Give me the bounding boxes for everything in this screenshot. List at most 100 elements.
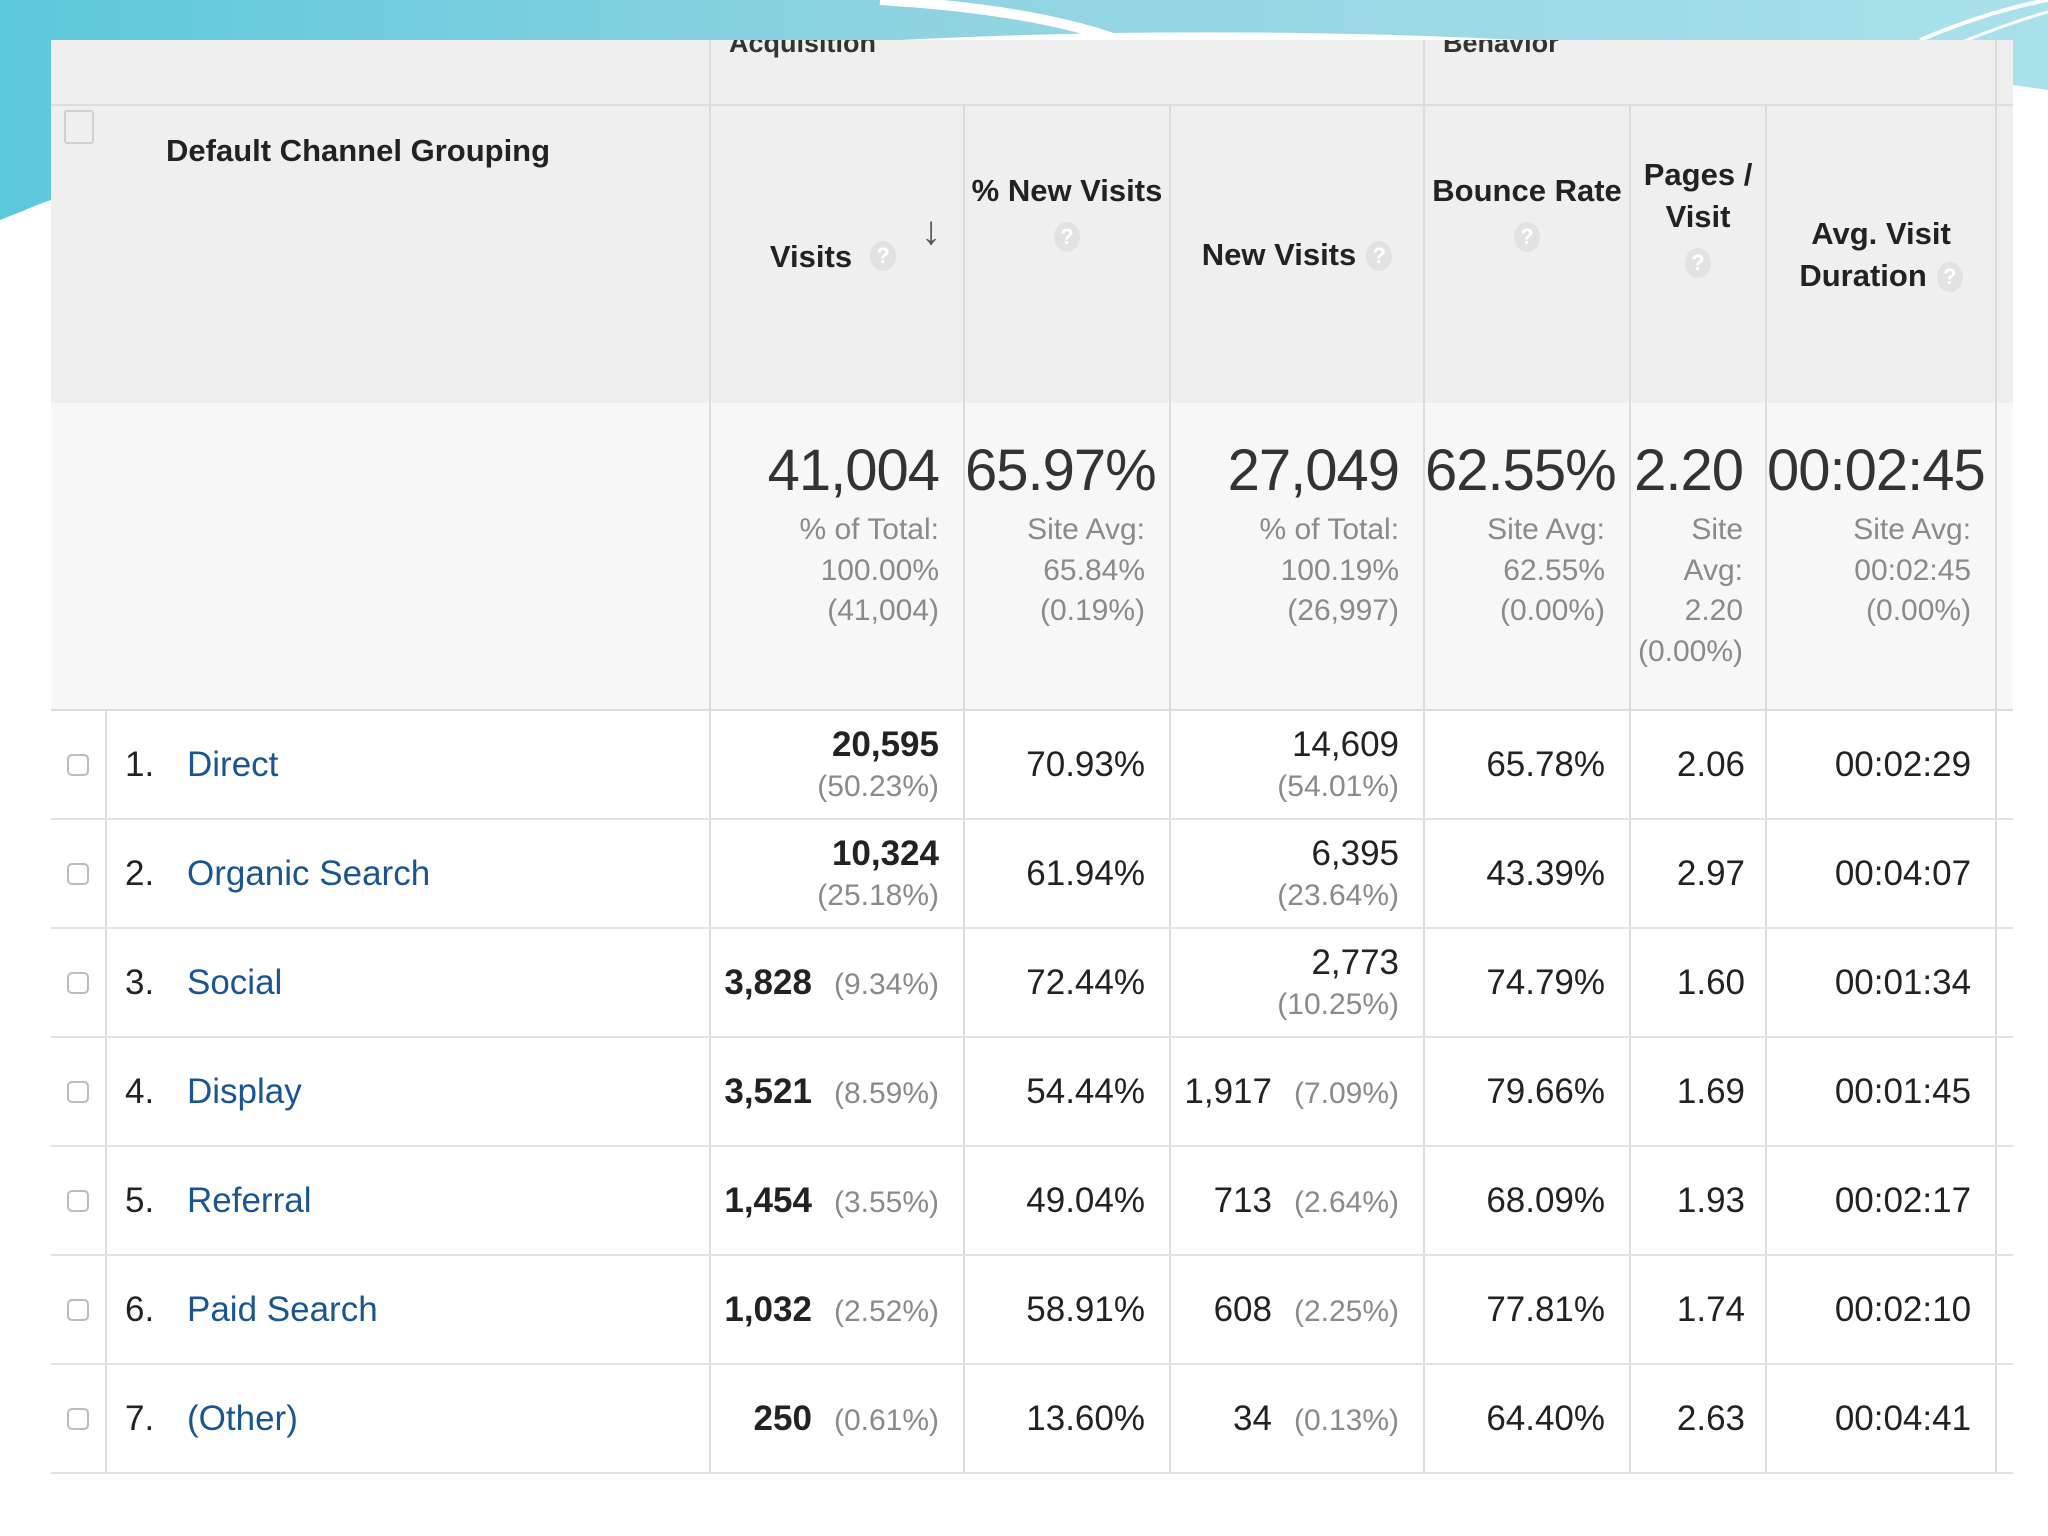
- help-icon[interactable]: ?: [1936, 262, 1963, 293]
- row-pages-per-visit: 1.69: [1629, 1037, 1767, 1147]
- column-header-bounce-rate[interactable]: Bounce Rate ?: [1423, 105, 1631, 403]
- help-icon[interactable]: ?: [1514, 221, 1541, 252]
- row-new-visits-pct: (7.09%): [1293, 1076, 1400, 1110]
- group-header-row: Acquisition Behavior: [51, 40, 2014, 106]
- table-row: 1. Direct 20,595 (50.23%) 70.93% 14,609 (54…: [51, 710, 2014, 820]
- channel-grouping-table: Acquisition Behavior Default Channel Gro…: [51, 40, 2014, 1474]
- channel-link[interactable]: Display: [187, 1071, 302, 1111]
- row-bounce-rate: 43.39%: [1423, 819, 1631, 929]
- row-spacer: [1995, 819, 2014, 929]
- row-new-visits: 1,917: [1184, 1071, 1272, 1111]
- row-new-visits-cell: 2,773 (10.25%): [1168, 928, 1425, 1038]
- row-avg-visit-duration: 00:04:41: [1765, 1364, 1997, 1474]
- row-new-visits: 608: [1213, 1289, 1272, 1329]
- row-visits-cell: 3,521 (8.59%): [709, 1037, 964, 1147]
- group-header-spacer: [106, 40, 710, 106]
- row-bounce-rate: 64.40%: [1423, 1364, 1631, 1474]
- column-header-dimension[interactable]: Default Channel Grouping: [106, 105, 710, 403]
- total-subtext: Site Avg: 65.84% (0.19%): [1027, 513, 1145, 627]
- row-rank: 6.: [125, 1289, 155, 1329]
- help-icon[interactable]: ?: [1366, 241, 1393, 272]
- row-new-visits-pct: (10.25%): [1277, 987, 1400, 1021]
- row-spacer: [1995, 1146, 2014, 1256]
- row-new-visits-pct: (23.64%): [1277, 878, 1400, 912]
- channel-link[interactable]: Paid Search: [187, 1289, 378, 1329]
- channel-link[interactable]: Direct: [187, 744, 279, 784]
- row-rank: 5.: [125, 1180, 155, 1220]
- channel-link[interactable]: Organic Search: [187, 853, 431, 893]
- row-visits: 3,828: [724, 962, 812, 1002]
- row-checkbox-cell: [51, 1255, 106, 1365]
- row-visits-cell: 1,454 (3.55%): [709, 1146, 964, 1256]
- row-pages-per-visit: 1.74: [1629, 1255, 1767, 1365]
- row-pages-per-visit: 1.93: [1629, 1146, 1767, 1256]
- channel-link[interactable]: Social: [187, 962, 283, 1002]
- help-icon[interactable]: ?: [1054, 221, 1080, 252]
- row-new-visits-cell: 14,609 (54.01%): [1168, 710, 1425, 820]
- row-channel-cell: 4. Display: [105, 1037, 710, 1147]
- row-checkbox[interactable]: [67, 971, 89, 994]
- row-visits-pct: (9.34%): [833, 967, 939, 1001]
- column-header-label: Default Channel Grouping: [166, 133, 551, 168]
- column-header-label: Bounce Rate: [1432, 173, 1622, 208]
- row-visits-cell: 3,828 (9.34%): [709, 928, 964, 1038]
- row-pct-new-visits: 58.91%: [963, 1255, 1170, 1365]
- row-new-visits: 2,773: [1311, 942, 1400, 982]
- totals-visits: 41,004 % of Total: 100.00% (41,004): [709, 403, 964, 711]
- row-checkbox[interactable]: [67, 862, 89, 885]
- column-header-label: Visits: [769, 238, 853, 274]
- row-visits-cell: 250 (0.61%): [709, 1364, 964, 1474]
- column-header-new-visits[interactable]: New Visits?: [1168, 105, 1425, 403]
- table-row: 5. Referral 1,454 (3.55%) 49.04% 713 (2.64%…: [51, 1146, 2014, 1256]
- help-icon[interactable]: ?: [1685, 247, 1712, 278]
- row-visits-pct: (8.59%): [833, 1076, 939, 1110]
- row-spacer: [1995, 1255, 2014, 1365]
- row-checkbox[interactable]: [67, 1298, 89, 1321]
- channel-link[interactable]: (Other): [187, 1398, 298, 1438]
- row-visits: 20,595: [831, 724, 939, 764]
- row-checkbox[interactable]: [67, 1080, 89, 1103]
- column-header-pct-new-visits[interactable]: % New Visits ?: [963, 105, 1170, 403]
- row-checkbox[interactable]: [67, 1189, 89, 1212]
- row-checkbox-cell: [51, 1364, 106, 1474]
- row-new-visits-pct: (2.64%): [1293, 1185, 1400, 1219]
- row-pct-new-visits: 61.94%: [963, 819, 1170, 929]
- group-header-acquisition: Acquisition: [708, 40, 1425, 106]
- row-pct-new-visits: 49.04%: [963, 1146, 1170, 1256]
- row-visits: 1,032: [724, 1289, 812, 1329]
- row-pct-new-visits: 54.44%: [963, 1037, 1170, 1147]
- row-visits: 1,454: [724, 1180, 812, 1220]
- total-value: 2.20: [1634, 438, 1744, 503]
- column-header-pages-per-visit[interactable]: Pages / Visit ?: [1629, 105, 1767, 403]
- group-header-label: Acquisition: [729, 40, 876, 58]
- row-rank: 7.: [125, 1398, 155, 1438]
- column-header-avg-visit-duration[interactable]: Avg. Visit Duration?: [1765, 105, 1997, 403]
- channel-link[interactable]: Referral: [187, 1180, 312, 1220]
- totals-row: 41,004 % of Total: 100.00% (41,004) 65.97…: [51, 403, 2014, 711]
- row-visits-pct: (25.18%): [817, 878, 939, 912]
- column-header-visits[interactable]: Visits? ↓: [709, 105, 964, 403]
- row-pages-per-visit: 2.63: [1629, 1364, 1767, 1474]
- row-visits: 3,521: [724, 1071, 812, 1111]
- row-pct-new-visits: 72.44%: [963, 928, 1170, 1038]
- total-value: 00:02:45: [1767, 438, 1986, 503]
- row-new-visits: 14,609: [1291, 724, 1400, 764]
- row-checkbox[interactable]: [67, 1407, 89, 1430]
- row-pct-new-visits: 13.60%: [963, 1364, 1170, 1474]
- column-header-label: Avg. Visit Duration: [1799, 215, 1951, 293]
- totals-pages-per-visit: 2.20 Site Avg: 2.20 (0.00%): [1629, 403, 1767, 711]
- row-visits-pct: (3.55%): [833, 1185, 939, 1219]
- row-avg-visit-duration: 00:01:34: [1765, 928, 1997, 1038]
- table-row: 6. Paid Search 1,032 (2.52%) 58.91% 608 (2.…: [51, 1255, 2014, 1365]
- row-new-visits-pct: (54.01%): [1277, 769, 1400, 803]
- row-checkbox[interactable]: [67, 753, 89, 776]
- total-subtext: % of Total: 100.00% (41,004): [799, 513, 939, 627]
- sort-descending-icon[interactable]: ↓: [921, 209, 941, 253]
- table-body: 1. Direct 20,595 (50.23%) 70.93% 14,609 (54…: [51, 710, 2014, 1474]
- select-all-checkbox[interactable]: [63, 110, 94, 144]
- row-channel-cell: 7. (Other): [105, 1364, 710, 1474]
- row-channel-cell: 6. Paid Search: [105, 1255, 710, 1365]
- row-new-visits-pct: (0.13%): [1293, 1403, 1400, 1437]
- row-rank: 3.: [125, 962, 155, 1002]
- help-icon[interactable]: ?: [870, 241, 897, 272]
